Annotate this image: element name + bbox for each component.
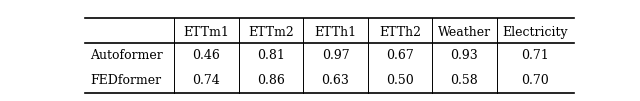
- Text: 0.70: 0.70: [521, 74, 549, 87]
- Text: Autoformer: Autoformer: [90, 49, 163, 62]
- Text: 0.93: 0.93: [451, 49, 478, 62]
- Text: 0.86: 0.86: [257, 74, 285, 87]
- Text: ETTh2: ETTh2: [379, 26, 421, 39]
- Text: Weather: Weather: [438, 26, 491, 39]
- Text: 0.58: 0.58: [451, 74, 478, 87]
- Text: ETTh1: ETTh1: [314, 26, 356, 39]
- Text: Electricity: Electricity: [502, 26, 568, 39]
- Text: 0.67: 0.67: [386, 49, 414, 62]
- Text: 0.50: 0.50: [386, 74, 414, 87]
- Text: 0.46: 0.46: [193, 49, 220, 62]
- Text: ETTm2: ETTm2: [248, 26, 294, 39]
- Text: FEDformer: FEDformer: [90, 74, 161, 87]
- Text: 0.74: 0.74: [193, 74, 220, 87]
- Text: 0.63: 0.63: [321, 74, 349, 87]
- Text: 0.71: 0.71: [521, 49, 549, 62]
- Text: 0.97: 0.97: [322, 49, 349, 62]
- Text: ETTm1: ETTm1: [184, 26, 229, 39]
- Text: 0.81: 0.81: [257, 49, 285, 62]
